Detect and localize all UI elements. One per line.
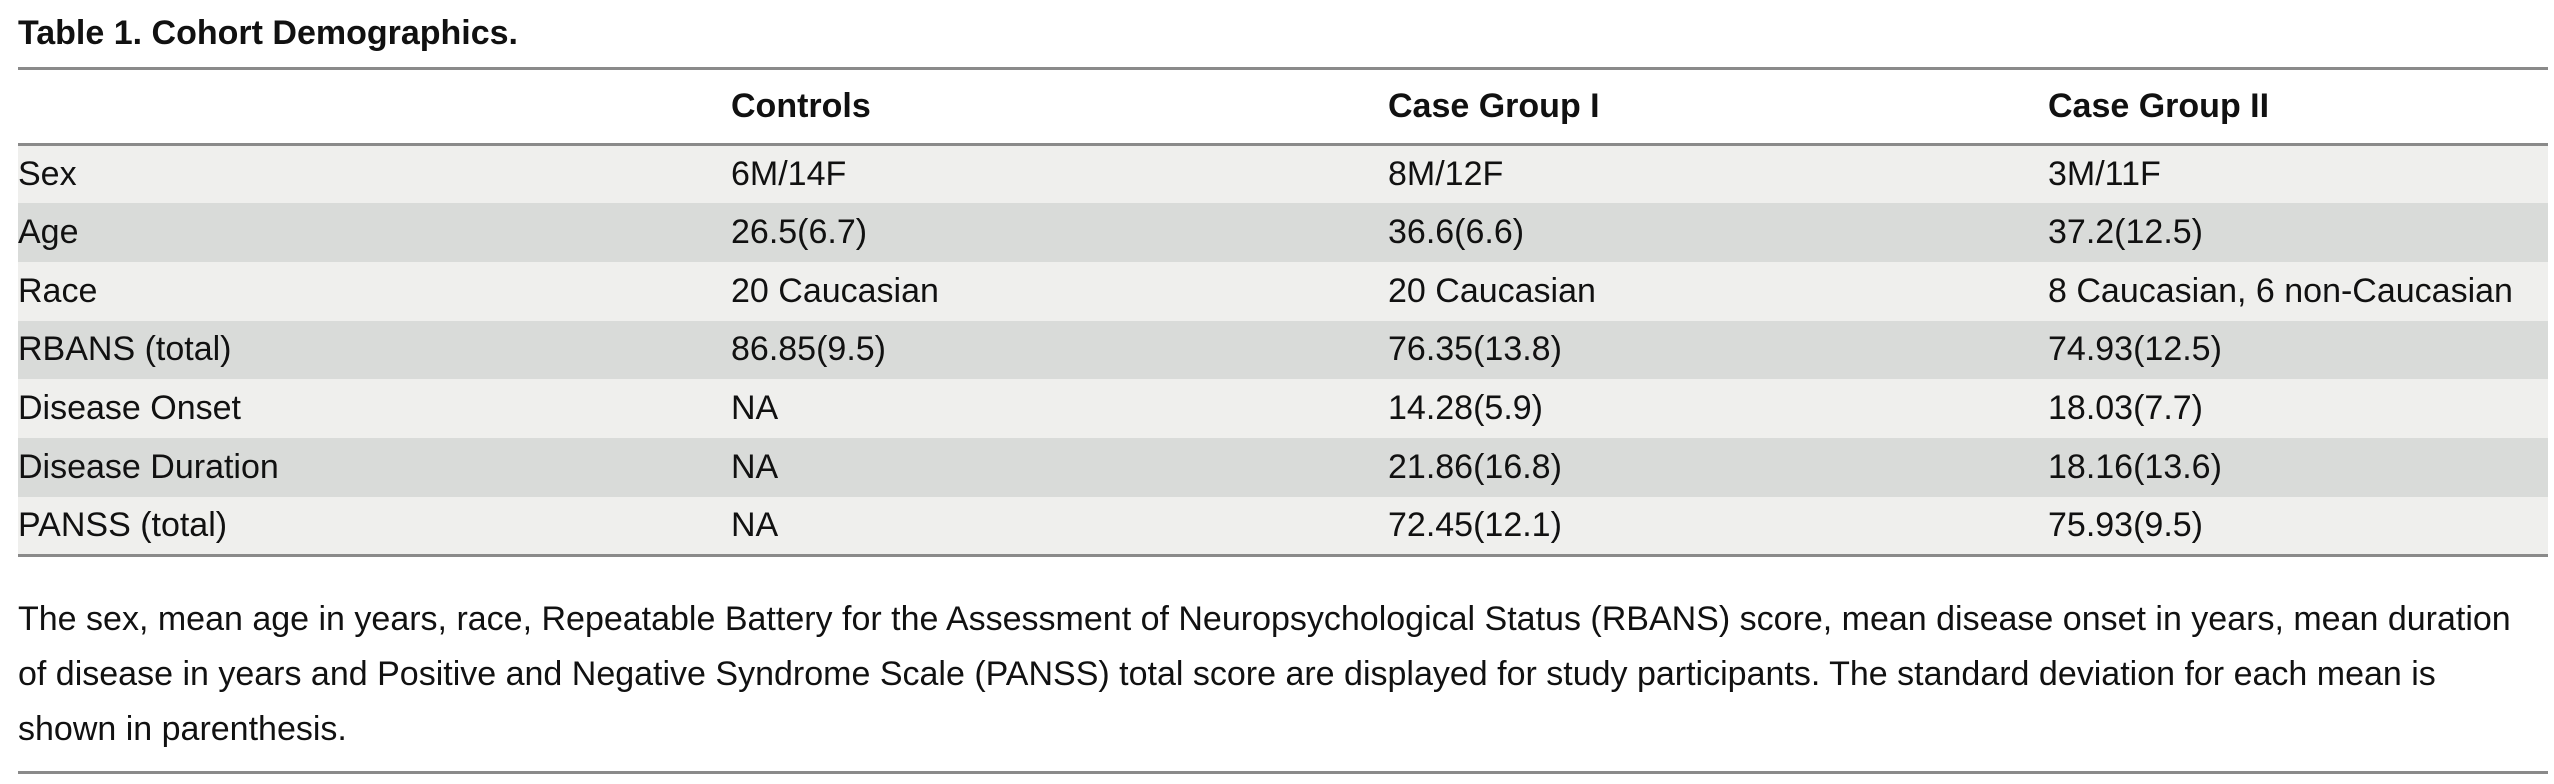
table-row: PANSS (total) NA 72.45(12.1) 75.93(9.5) — [18, 496, 2548, 556]
table-body: Sex 6M/14F 8M/12F 3M/11F Age 26.5(6.7) 3… — [18, 144, 2548, 556]
cell-controls: 26.5(6.7) — [731, 213, 868, 252]
bottom-divider — [18, 771, 2548, 774]
cell-case-group-2: 37.2(12.5) — [2048, 213, 2203, 252]
cell-controls: 6M/14F — [731, 155, 847, 194]
header-row: Controls Case Group I Case Group II — [18, 68, 2548, 145]
table-row: Age 26.5(6.7) 36.6(6.6) 37.2(12.5) — [18, 203, 2548, 262]
row-label: Disease Duration — [18, 447, 279, 486]
header-cell-controls: Controls — [731, 87, 871, 125]
cell-case-group-2: 18.16(13.6) — [2048, 447, 2222, 486]
table-title: Table 1. Cohort Demographics. — [18, 14, 519, 52]
table-caption: The sex, mean age in years, race, Repeat… — [18, 600, 2511, 748]
cell-controls: 86.85(9.5) — [731, 330, 886, 369]
header-cell-case-group-1: Case Group I — [1388, 87, 1600, 125]
cell-case-group-1: 76.35(13.8) — [1388, 330, 1562, 369]
cell-case-group-1: 36.6(6.6) — [1388, 213, 1525, 252]
table-row: RBANS (total) 86.85(9.5) 76.35(13.8) 74.… — [18, 320, 2548, 380]
header-cell-case-group-2: Case Group II — [2048, 87, 2270, 125]
table-row: Disease Duration NA 21.86(16.8) 18.16(13… — [18, 437, 2548, 497]
cell-controls: NA — [731, 447, 779, 486]
table-row: Sex 6M/14F 8M/12F 3M/11F — [18, 144, 2548, 204]
row-label: Sex — [18, 155, 77, 194]
cell-case-group-2: 8 Caucasian, 6 non-Caucasian — [2048, 271, 2513, 310]
cell-case-group-2: 18.03(7.7) — [2048, 389, 2203, 428]
cell-case-group-1: 72.45(12.1) — [1388, 505, 1562, 544]
cell-case-group-1: 14.28(5.9) — [1388, 389, 1543, 428]
cell-case-group-2: 3M/11F — [2048, 155, 2161, 194]
table-row: Race 20 Caucasian 20 Caucasian 8 Caucasi… — [18, 261, 2548, 321]
table-row: Disease Onset NA 14.28(5.9) 18.03(7.7) — [18, 379, 2548, 438]
row-label: Disease Onset — [18, 389, 241, 428]
row-label: PANSS (total) — [18, 505, 228, 544]
row-label: Age — [18, 213, 79, 252]
cell-controls: NA — [731, 389, 779, 428]
demographics-table: Controls Case Group I Case Group II Sex … — [18, 67, 2548, 557]
cell-case-group-1: 8M/12F — [1388, 155, 1504, 194]
cell-case-group-1: 20 Caucasian — [1388, 271, 1596, 310]
cell-case-group-2: 75.93(9.5) — [2048, 505, 2203, 544]
demographics-table-container: Controls Case Group I Case Group II Sex … — [18, 67, 2548, 557]
header-cell-empty — [18, 69, 731, 145]
cell-case-group-1: 21.86(16.8) — [1388, 447, 1562, 486]
cell-controls: 20 Caucasian — [731, 271, 939, 310]
row-label: RBANS (total) — [18, 330, 232, 369]
row-label: Race — [18, 271, 98, 310]
cell-controls: NA — [731, 505, 779, 544]
table-header: Controls Case Group I Case Group II — [18, 68, 2548, 145]
cell-case-group-2: 74.93(12.5) — [2048, 330, 2222, 369]
